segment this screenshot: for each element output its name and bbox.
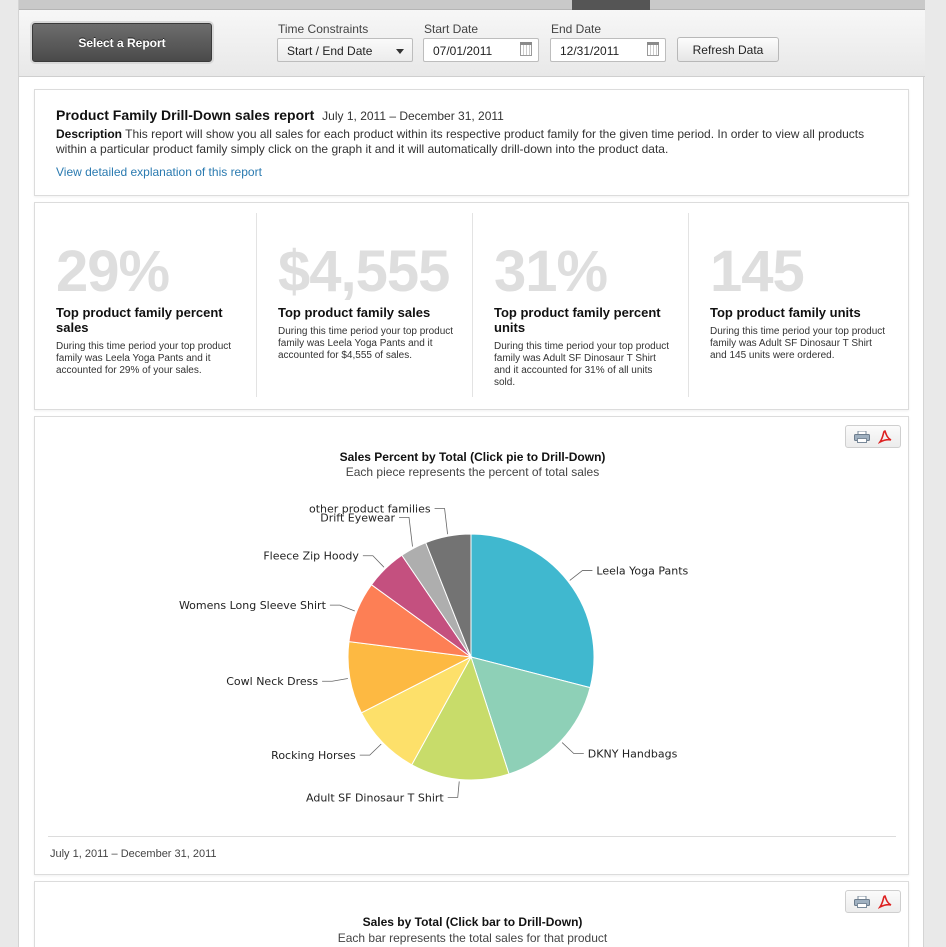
start-date-value: 07/01/2011 xyxy=(433,44,493,58)
report-title: Product Family Drill-Down sales report J… xyxy=(56,107,504,123)
description-text: This report will show you all sales for … xyxy=(56,127,865,156)
time-constraints-label: Time Constraints xyxy=(278,22,369,36)
detailed-explanation-link[interactable]: View detailed explanation of this report xyxy=(56,165,262,179)
refresh-data-button[interactable]: Refresh Data xyxy=(677,37,779,62)
pie-chart-panel: Sales Percent by Total (Click pie to Dri… xyxy=(34,416,909,875)
kpi-title: Top product family units xyxy=(710,305,861,320)
chart-subtitle: Each piece represents the percent of tot… xyxy=(345,465,600,479)
kpi-card: 29% Top product family percent sales Dur… xyxy=(35,213,251,397)
pie-label-drift-eyewear: Drift Eyewear xyxy=(320,511,395,524)
pie-label-leela-yoga-pants: Leela Yoga Pants xyxy=(596,565,688,578)
end-date-label: End Date xyxy=(551,22,602,36)
pie-label-adult-sf-dinosaur-t-shirt: Adult SF Dinosaur T Shirt xyxy=(306,791,444,804)
top-nav-strip xyxy=(19,0,925,10)
kpi-card: $4,555 Top product family sales During t… xyxy=(256,213,472,397)
pie-chart[interactable]: Leela Yoga Pants DKNY Handbags Adult SF Di… xyxy=(35,417,910,832)
end-date-value: 12/31/2011 xyxy=(560,44,620,58)
export-icon-group xyxy=(845,890,901,913)
pie-slice-leela-yoga-pants[interactable] xyxy=(470,533,595,689)
pie-connector-line xyxy=(447,781,460,798)
pie-label-womens-long-sleeve-shirt: Womens Long Sleeve Shirt xyxy=(179,599,327,612)
pie-connector-line xyxy=(561,742,584,754)
bar-chart-panel: Sales by Total (Click bar to Drill-Down)… xyxy=(34,881,909,947)
kpi-title: Top product family percent units xyxy=(494,305,661,335)
print-icon[interactable] xyxy=(854,431,870,443)
calendar-icon[interactable] xyxy=(647,42,659,56)
report-date-range: July 1, 2011 – December 31, 2011 xyxy=(322,109,504,123)
pie-label-cowl-neck-dress: Cowl Neck Dress xyxy=(226,675,318,688)
pie-connector-line xyxy=(359,743,382,756)
chart-title: Sales Percent by Total (Click pie to Dri… xyxy=(339,450,606,464)
pie-label-other-product-families: other product families xyxy=(309,502,431,515)
active-nav-tab[interactable] xyxy=(572,0,650,10)
report-toolbar: Select a Report Time Constraints Start /… xyxy=(19,10,925,77)
pie-slice-adult-sf-dinosaur-t-shirt[interactable] xyxy=(411,655,510,781)
kpi-text: During this time period your top product… xyxy=(278,326,454,361)
kpi-value: 31% xyxy=(494,239,608,304)
pie-label-rocking-horses: Rocking Horses xyxy=(271,749,356,762)
kpi-title: Top product family sales xyxy=(278,305,431,320)
start-date-input[interactable]: 07/01/2011 xyxy=(423,38,539,62)
report-title-text: Product Family Drill-Down sales report xyxy=(56,107,315,123)
print-icon[interactable] xyxy=(854,896,870,908)
time-constraints-value: Start / End Date xyxy=(287,44,373,58)
pie-connector-line xyxy=(399,516,413,547)
chart-footer-date-range: July 1, 2011 – December 31, 2011 xyxy=(50,848,217,860)
kpi-text: During this time period your top product… xyxy=(494,341,670,388)
kpi-title: Top product family percent sales xyxy=(56,305,223,335)
kpi-card: 145 Top product family units During this… xyxy=(688,213,904,397)
kpi-text: During this time period your top product… xyxy=(710,326,886,361)
bar-chart-subtitle: Each bar represents the total sales for … xyxy=(337,931,608,945)
start-date-label: Start Date xyxy=(424,22,479,36)
pie-connector-line xyxy=(434,508,448,535)
description-label: Description xyxy=(56,127,123,141)
pie-connector-line xyxy=(329,604,355,612)
pie-connector-line xyxy=(569,570,593,581)
kpi-panel: 29% Top product family percent sales Dur… xyxy=(34,202,909,410)
bar-chart-title: Sales by Total (Click bar to Drill-Down) xyxy=(362,915,583,929)
kpi-value: 29% xyxy=(56,239,170,304)
kpi-value: 145 xyxy=(710,239,805,304)
page: Select a Report Time Constraints Start /… xyxy=(18,0,925,947)
pie-connector-line xyxy=(322,678,348,682)
export-icon-group xyxy=(845,425,901,448)
kpi-text: During this time period your top product… xyxy=(56,341,232,376)
pdf-icon[interactable] xyxy=(878,895,892,910)
select-report-button[interactable]: Select a Report xyxy=(32,23,212,62)
chart-footer-divider xyxy=(48,836,896,837)
end-date-input[interactable]: 12/31/2011 xyxy=(550,38,666,62)
chevron-down-icon xyxy=(396,49,404,54)
pie-label-fleece-zip-hoody: Fleece Zip Hoody xyxy=(263,550,359,563)
pie-slice-other-product-families[interactable] xyxy=(425,533,472,658)
pie-slice-dkny-handbags[interactable] xyxy=(470,656,591,775)
calendar-icon[interactable] xyxy=(520,42,532,56)
pie-connector-line xyxy=(362,555,385,568)
report-description: Description This report will show you al… xyxy=(56,127,896,157)
pie-label-dkny-handbags: DKNY Handbags xyxy=(588,748,678,761)
pdf-icon[interactable] xyxy=(878,430,892,445)
time-constraints-select[interactable]: Start / End Date xyxy=(277,38,413,62)
kpi-card: 31% Top product family percent units Dur… xyxy=(472,213,688,397)
kpi-value: $4,555 xyxy=(278,239,450,304)
report-description-panel: Product Family Drill-Down sales report J… xyxy=(34,89,909,196)
